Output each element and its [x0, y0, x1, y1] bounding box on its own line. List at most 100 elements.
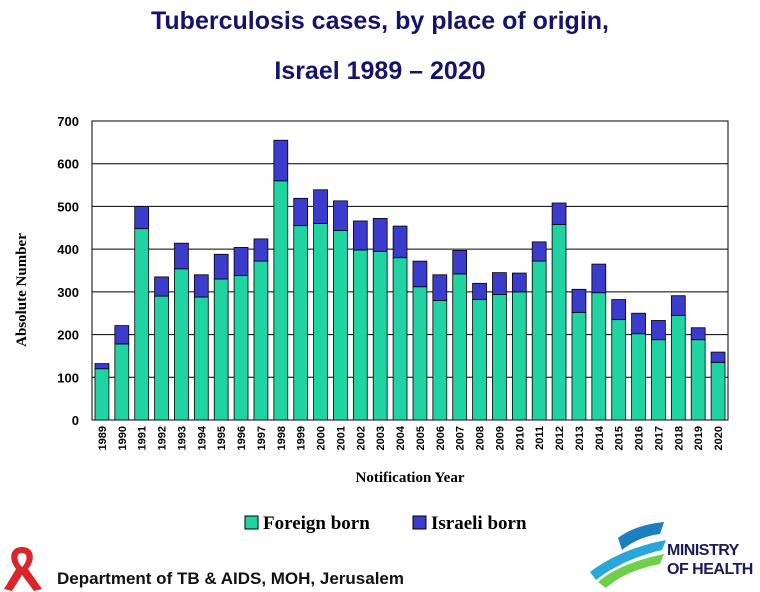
bar-foreign-born: [333, 229, 348, 421]
y-tick-label: 600: [57, 157, 79, 172]
y-tick-label: 200: [57, 328, 79, 343]
legend-label-israeli-born: Israeli born: [431, 513, 527, 534]
y-axis-title: Absolute Number: [14, 233, 30, 347]
x-tick-label: 2004: [395, 425, 407, 450]
bar-foreign-born: [273, 180, 289, 421]
x-tick-label: 2014: [594, 425, 606, 450]
x-tick-label: 1996: [236, 426, 248, 450]
bar-foreign-born: [392, 257, 408, 421]
logo-text-line2: OF HEALTH: [667, 561, 753, 578]
bar-foreign-born: [551, 223, 567, 421]
bar-foreign-born: [432, 299, 448, 421]
bar-foreign-born: [193, 296, 209, 421]
bar-foreign-born: [531, 260, 547, 421]
bar-foreign-born: [670, 314, 686, 421]
x-tick-label: 2003: [375, 426, 387, 450]
bar-foreign-born: [174, 268, 189, 421]
bar-israeli-born: [492, 272, 507, 295]
x-tick-label: 1990: [117, 426, 129, 450]
bar-israeli-born: [631, 312, 646, 335]
x-tick-label: 1992: [157, 426, 169, 450]
bar-israeli-born: [174, 242, 189, 270]
legend-swatch-israeli-born: [412, 515, 427, 530]
bar-israeli-born: [551, 202, 567, 225]
y-tick-label: 500: [57, 199, 79, 214]
x-tick-label: 2005: [415, 426, 427, 450]
bar-foreign-born: [492, 294, 507, 421]
x-tick-label: 2017: [653, 426, 665, 450]
bar-foreign-born: [313, 223, 328, 421]
bar-israeli-born: [432, 274, 448, 301]
y-tick-label: 700: [57, 114, 79, 129]
bar-foreign-born: [114, 343, 130, 421]
x-tick-label: 2019: [693, 426, 705, 450]
bar-foreign-born: [412, 286, 428, 421]
x-tick-label: 2011: [534, 426, 546, 450]
bar-israeli-born: [651, 320, 666, 341]
red-ribbon-icon: [4, 547, 42, 591]
x-tick-label: 1997: [256, 426, 268, 450]
bar-foreign-born: [710, 361, 726, 421]
bar-foreign-born: [213, 278, 229, 421]
bar-foreign-born: [154, 295, 169, 421]
bar-foreign-born: [631, 333, 646, 421]
bar-israeli-born: [273, 139, 289, 182]
bar-israeli-born: [571, 288, 587, 313]
bar-israeli-born: [352, 220, 368, 251]
bar-foreign-born: [134, 228, 150, 421]
bar-israeli-born: [452, 250, 468, 275]
logo-text-line1: MINISTRY: [667, 542, 739, 559]
bar-foreign-born: [472, 299, 487, 421]
bar-israeli-born: [412, 260, 428, 288]
x-tick-label: 2006: [435, 426, 447, 450]
y-tick-label: 100: [57, 370, 79, 385]
bar-israeli-born: [193, 274, 209, 298]
bar-foreign-born: [611, 319, 627, 421]
chart-title-line2: Israel 1989 – 2020: [274, 57, 486, 85]
x-tick-label: 2007: [455, 426, 467, 450]
bar-foreign-born: [511, 291, 527, 421]
bar-foreign-born: [94, 368, 110, 421]
x-tick-label: 2013: [574, 426, 586, 450]
bar-israeli-born: [293, 197, 309, 227]
x-tick-label: 2015: [614, 426, 626, 450]
x-tick-label: 1995: [216, 426, 228, 450]
bar-israeli-born: [511, 272, 527, 293]
x-tick-label: 2018: [673, 426, 685, 450]
bar-foreign-born: [352, 249, 368, 421]
bar-israeli-born: [333, 200, 348, 231]
bar-foreign-born: [293, 225, 309, 421]
bar-israeli-born: [372, 217, 388, 252]
footer-department: Department of TB & AIDS, MOH, Jerusalem: [57, 569, 404, 588]
x-tick-label: 2012: [554, 426, 566, 450]
x-tick-label: 1994: [196, 425, 208, 450]
bar-israeli-born: [531, 241, 547, 262]
bar-israeli-born: [253, 238, 269, 262]
x-tick-label: 2000: [316, 426, 328, 450]
bar-foreign-born: [452, 273, 468, 421]
x-tick-label: 1989: [97, 426, 109, 450]
x-tick-label: 1998: [276, 426, 288, 450]
x-tick-label: 2002: [355, 426, 367, 450]
bar-israeli-born: [94, 363, 110, 370]
bar-foreign-born: [651, 339, 666, 421]
x-tick-label: 2001: [335, 426, 347, 450]
bar-israeli-born: [710, 351, 726, 363]
x-tick-label: 2020: [713, 426, 725, 450]
bar-israeli-born: [114, 325, 130, 345]
x-tick-label: 2009: [494, 426, 506, 450]
x-axis-title: Notification Year: [356, 470, 465, 486]
legend-label-foreign-born: Foreign born: [263, 513, 370, 534]
x-tick-label: 2008: [475, 426, 487, 450]
ministry-of-health-logo-icon: [590, 522, 666, 588]
bar-israeli-born: [154, 276, 169, 297]
bar-israeli-born: [670, 295, 686, 316]
stacked-bar-chart: 0 100 200 300 400 500 600 700 1989 1990 1991 1992 19…: [14, 114, 729, 534]
bar-israeli-born: [690, 327, 706, 341]
bar-israeli-born: [611, 299, 627, 321]
bar-israeli-born: [134, 206, 150, 230]
bar-israeli-born: [213, 253, 229, 280]
x-tick-label: 2010: [514, 426, 526, 450]
bar-israeli-born: [313, 189, 328, 224]
x-tick-label: 1991: [137, 426, 149, 450]
